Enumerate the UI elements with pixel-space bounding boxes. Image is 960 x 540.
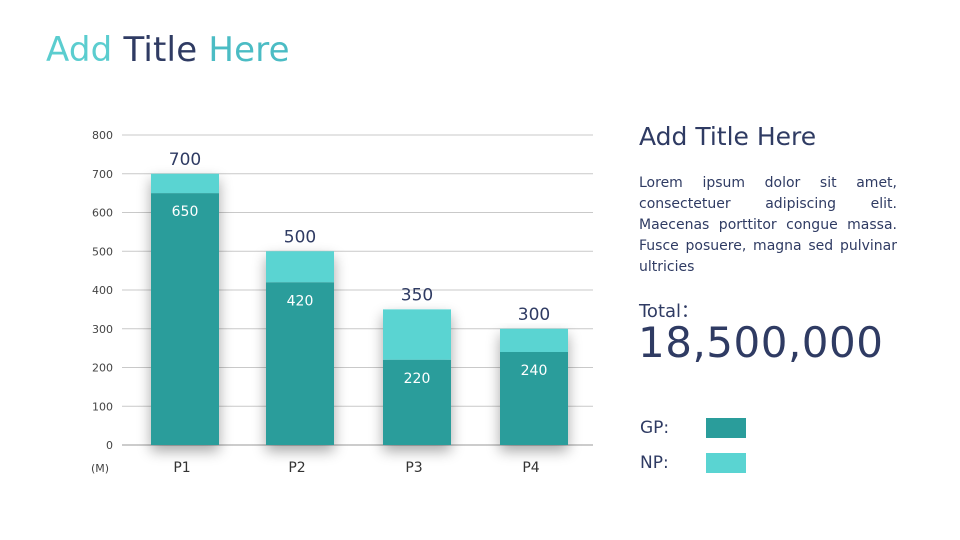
bar-gp-value-label: 220 bbox=[404, 371, 431, 387]
bar-group bbox=[383, 309, 451, 445]
bar-group bbox=[151, 173, 219, 445]
bar-total-label: 300 bbox=[518, 305, 550, 325]
bar-total-label: 350 bbox=[401, 285, 433, 305]
bar-total-label: 500 bbox=[284, 227, 316, 247]
bar-group bbox=[266, 251, 334, 445]
bar-total-label: 700 bbox=[169, 150, 201, 170]
slide-title-word-3: Here bbox=[208, 30, 290, 70]
y-tick-label: 600 bbox=[92, 207, 113, 220]
legend-swatch-gp bbox=[706, 418, 746, 438]
x-category-label: P4 bbox=[522, 460, 539, 476]
y-tick-label: 0 bbox=[106, 439, 113, 452]
bar-group bbox=[500, 328, 568, 445]
bar-np bbox=[500, 328, 568, 352]
panel-title: Add Title Here bbox=[639, 122, 817, 151]
bar-np bbox=[266, 251, 334, 283]
legend-label-np: NP: bbox=[640, 453, 669, 473]
legend-swatch-np bbox=[706, 453, 746, 473]
y-unit-label: (M) bbox=[91, 462, 109, 475]
slide-title-word-2: Title bbox=[123, 30, 198, 70]
x-category-label: P2 bbox=[288, 460, 305, 476]
bar-gp bbox=[500, 352, 568, 445]
total-value: 18,500,000 bbox=[638, 318, 884, 367]
y-tick-label: 700 bbox=[92, 168, 113, 181]
bar-gp-value-label: 240 bbox=[521, 363, 548, 379]
y-tick-label: 800 bbox=[92, 129, 113, 142]
x-category-label: P3 bbox=[405, 460, 422, 476]
total-label: Total： bbox=[639, 301, 700, 322]
legend-item-np: NP: bbox=[640, 453, 746, 473]
bar-gp bbox=[266, 282, 334, 445]
y-tick-label: 200 bbox=[92, 362, 113, 375]
y-tick-label: 100 bbox=[92, 400, 113, 413]
chart-labels: 0 100 200 300 400 500 600 700 800 (M) 650 700 P1 420 5… bbox=[91, 129, 550, 476]
slide-title: Add Title Here bbox=[46, 30, 290, 70]
bar-gp-value-label: 420 bbox=[287, 293, 314, 309]
bar-np bbox=[151, 173, 219, 194]
bar-gp bbox=[151, 193, 219, 445]
bar-gp-value-label: 650 bbox=[172, 204, 199, 220]
panel-body-text: Lorem ipsum dolor sit amet, consectetuer… bbox=[639, 175, 897, 275]
y-tick-label: 400 bbox=[92, 284, 113, 297]
bar-gp bbox=[383, 359, 451, 445]
y-tick-label: 300 bbox=[92, 323, 113, 336]
legend-label-gp: GP: bbox=[640, 418, 670, 438]
x-category-label: P1 bbox=[173, 460, 190, 476]
legend-item-gp: GP: bbox=[640, 418, 746, 438]
slide-title-word-1: Add bbox=[46, 30, 113, 70]
chart-bars bbox=[151, 173, 568, 445]
bar-np bbox=[383, 309, 451, 360]
y-tick-label: 500 bbox=[92, 245, 113, 258]
